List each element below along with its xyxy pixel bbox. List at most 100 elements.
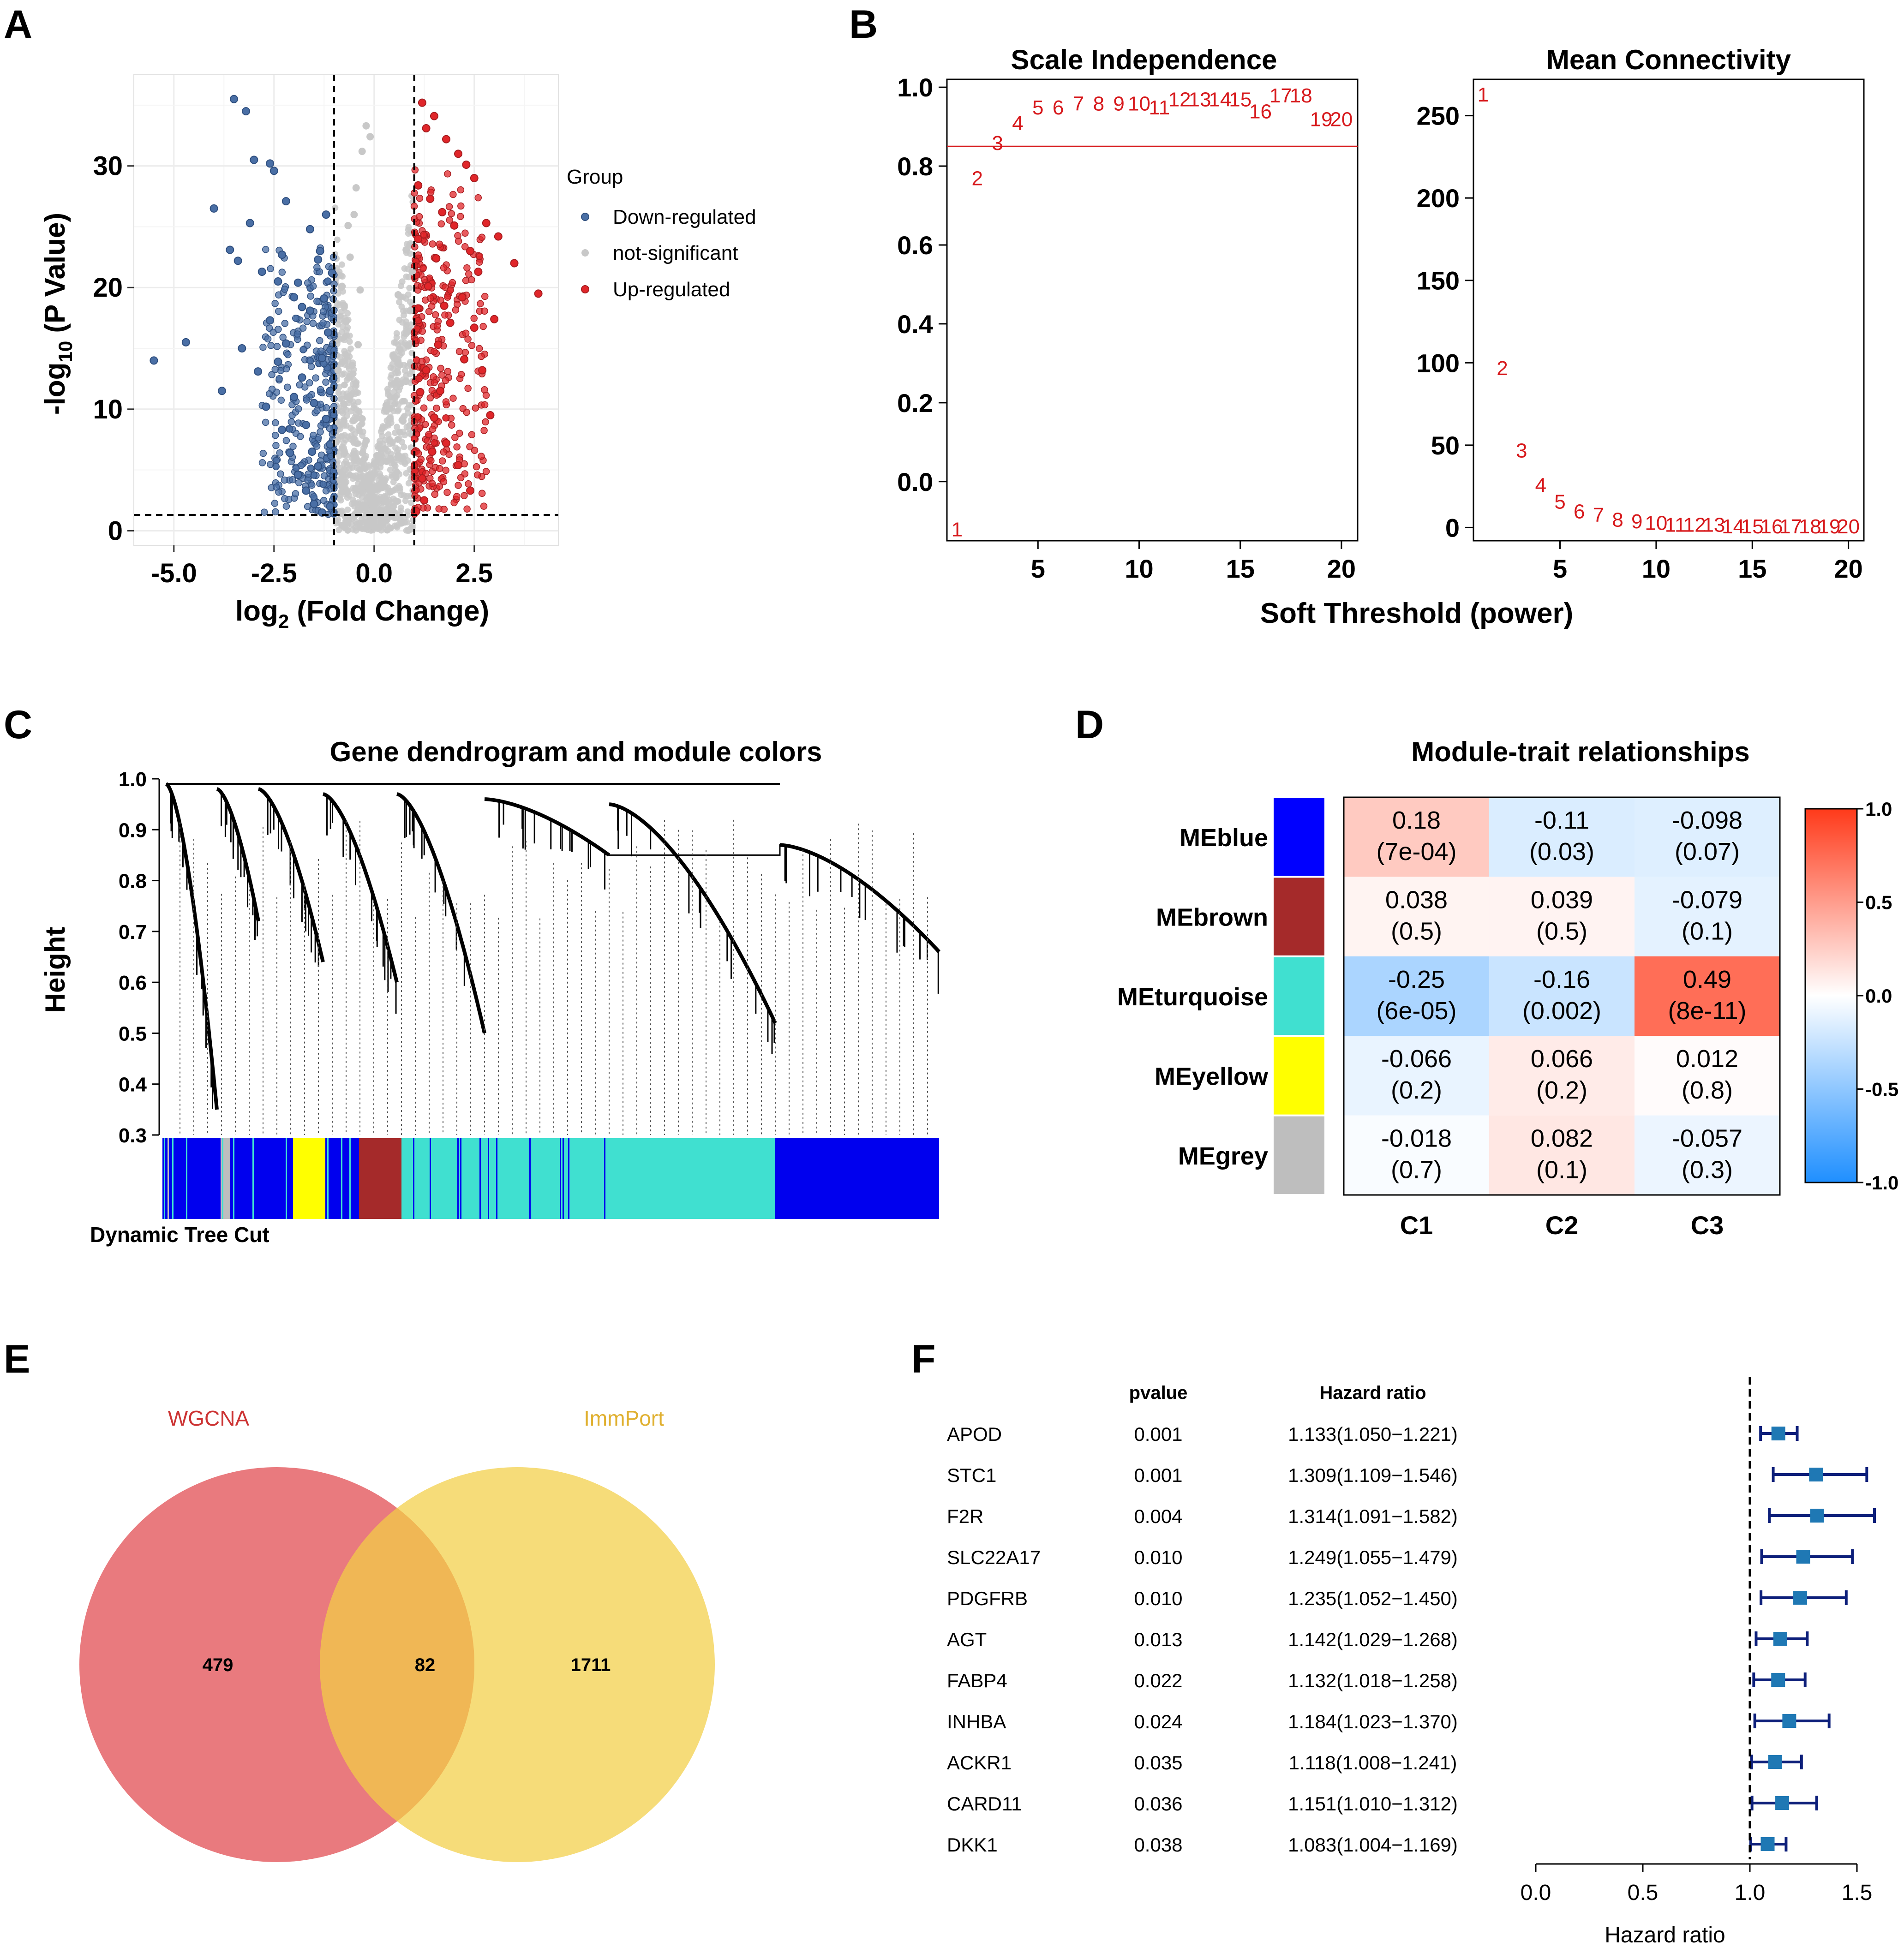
cloud-point-up [482,418,489,426]
cloud-point-ns [344,324,351,331]
cloud-point-up [463,409,470,416]
cloud-point-ns [397,516,404,523]
legend-title: Group [567,166,623,188]
cloud-point-ns [347,345,354,352]
cloud-point-ns [334,236,341,243]
volcano-plot: -5.0 -2.5 0.0 2.5 0 10 20 30 log2 (Fold Change… [39,74,756,632]
heatmap-cell [1635,877,1780,956]
cloud-point-up [415,375,423,382]
dendrogram-connector [609,844,784,856]
forest-x-tick-label: 1.5 [1842,1881,1873,1905]
up-regulated-point [490,315,499,323]
cloud-point-down [320,496,328,504]
cloud-point-up [464,384,472,392]
forest-pvalue: 0.010 [1134,1547,1182,1568]
module-color-stripe [327,1138,329,1219]
up-regulated-point [494,232,503,241]
venn-circle-immport [320,1467,715,1862]
cell-pvalue: (0.2) [1536,1076,1587,1104]
cloud-point-ns [379,424,386,431]
cloud-point-down [267,341,275,349]
cloud-point-up [428,387,436,394]
module-color-stripe [551,1138,553,1219]
y-tick-label: 250 [1417,102,1460,131]
power-point-label: 6 [1574,501,1585,523]
power-point-label: 6 [1053,96,1064,119]
cloud-point-up [478,233,486,241]
cloud-point-ns [401,265,408,272]
cloud-point-ns [363,511,370,518]
heatmap-cell [1489,797,1635,877]
cloud-point-down [275,325,282,333]
cloud-point-ns [344,506,351,513]
forest-pvalue: 0.022 [1134,1670,1182,1691]
cloud-point-up [449,394,457,402]
cloud-point-down [272,419,279,427]
cloud-point-ns [343,461,350,468]
cloud-point-up [437,364,444,372]
module-color-stripe [430,1138,431,1219]
cloud-point-down [292,490,299,497]
cell-correlation: 0.18 [1392,806,1441,834]
dendrogram-cluster-branch [484,797,611,857]
cell-correlation: -0.057 [1672,1125,1742,1153]
power-point-label: 4 [1535,474,1546,497]
y-tick-label: 0.5 [119,1022,147,1045]
cloud-point-down [275,375,283,382]
down-regulated-point [308,448,317,456]
cloud-point-ns [342,361,349,368]
cloud-point-down [310,431,317,439]
cloud-point-ns [397,508,404,514]
cloud-point-up [468,431,476,438]
cloud-point-up [457,202,465,210]
cloud-point-ns [357,473,364,480]
cell-pvalue: (0.07) [1675,838,1740,866]
cloud-point-down [297,433,304,440]
cloud-point-up [477,300,484,307]
module-color-stripe [407,1138,409,1219]
legend-label-ns: not-significant [613,242,738,264]
not-significant-point [362,437,370,445]
cloud-point-up [428,302,436,310]
module-color-stripe [252,1138,254,1219]
cell-pvalue: (0.03) [1529,838,1594,866]
cloud-point-up [454,232,461,239]
gene-dendrogram: Gene dendrogram and module colors Height… [40,736,940,1247]
up-regulated-point [442,439,450,448]
heatmap-cell [1344,1036,1489,1116]
panel-label-d: D [1075,703,1104,747]
legend-label-up: Up-regulated [613,278,730,301]
cloud-point-down [268,385,276,393]
cloud-point-up [424,437,431,445]
module-color-stripe [460,1138,461,1219]
cloud-point-up [468,276,475,284]
trait-column-label: C2 [1545,1211,1579,1240]
heatmap-cell [1344,797,1489,877]
cell-pvalue: (0.5) [1536,917,1587,945]
cell-correlation: -0.066 [1381,1045,1452,1073]
cloud-point-up [451,434,459,442]
cloud-point-up [442,466,449,474]
cell-correlation: -0.018 [1381,1125,1452,1153]
colorbar-tick-label: 0.5 [1865,892,1892,914]
not-significant-point [370,460,378,468]
cloud-point-ns [387,466,394,473]
cloud-point-down [264,335,272,343]
cloud-point-down [267,265,274,272]
panel-label-b: B [849,2,878,47]
cloud-point-up [411,467,419,475]
up-regulated-point [446,318,455,327]
power-point-label: 2 [1497,357,1508,380]
up-regulated-point [422,124,431,132]
cloud-point-up [470,315,478,322]
y-tick-label: 0.2 [897,388,933,418]
not-significant-point [382,401,390,409]
module-color-segment [401,1138,609,1219]
forest-hr-text: 1.184(1.023−1.370) [1288,1711,1458,1732]
cloud-point-up [476,252,484,260]
not-significant-point [390,354,398,362]
module-color-stripe [358,1138,359,1219]
down-regulated-point [210,204,218,213]
cloud-point-ns [341,337,348,344]
cloud-point-up [457,213,464,220]
